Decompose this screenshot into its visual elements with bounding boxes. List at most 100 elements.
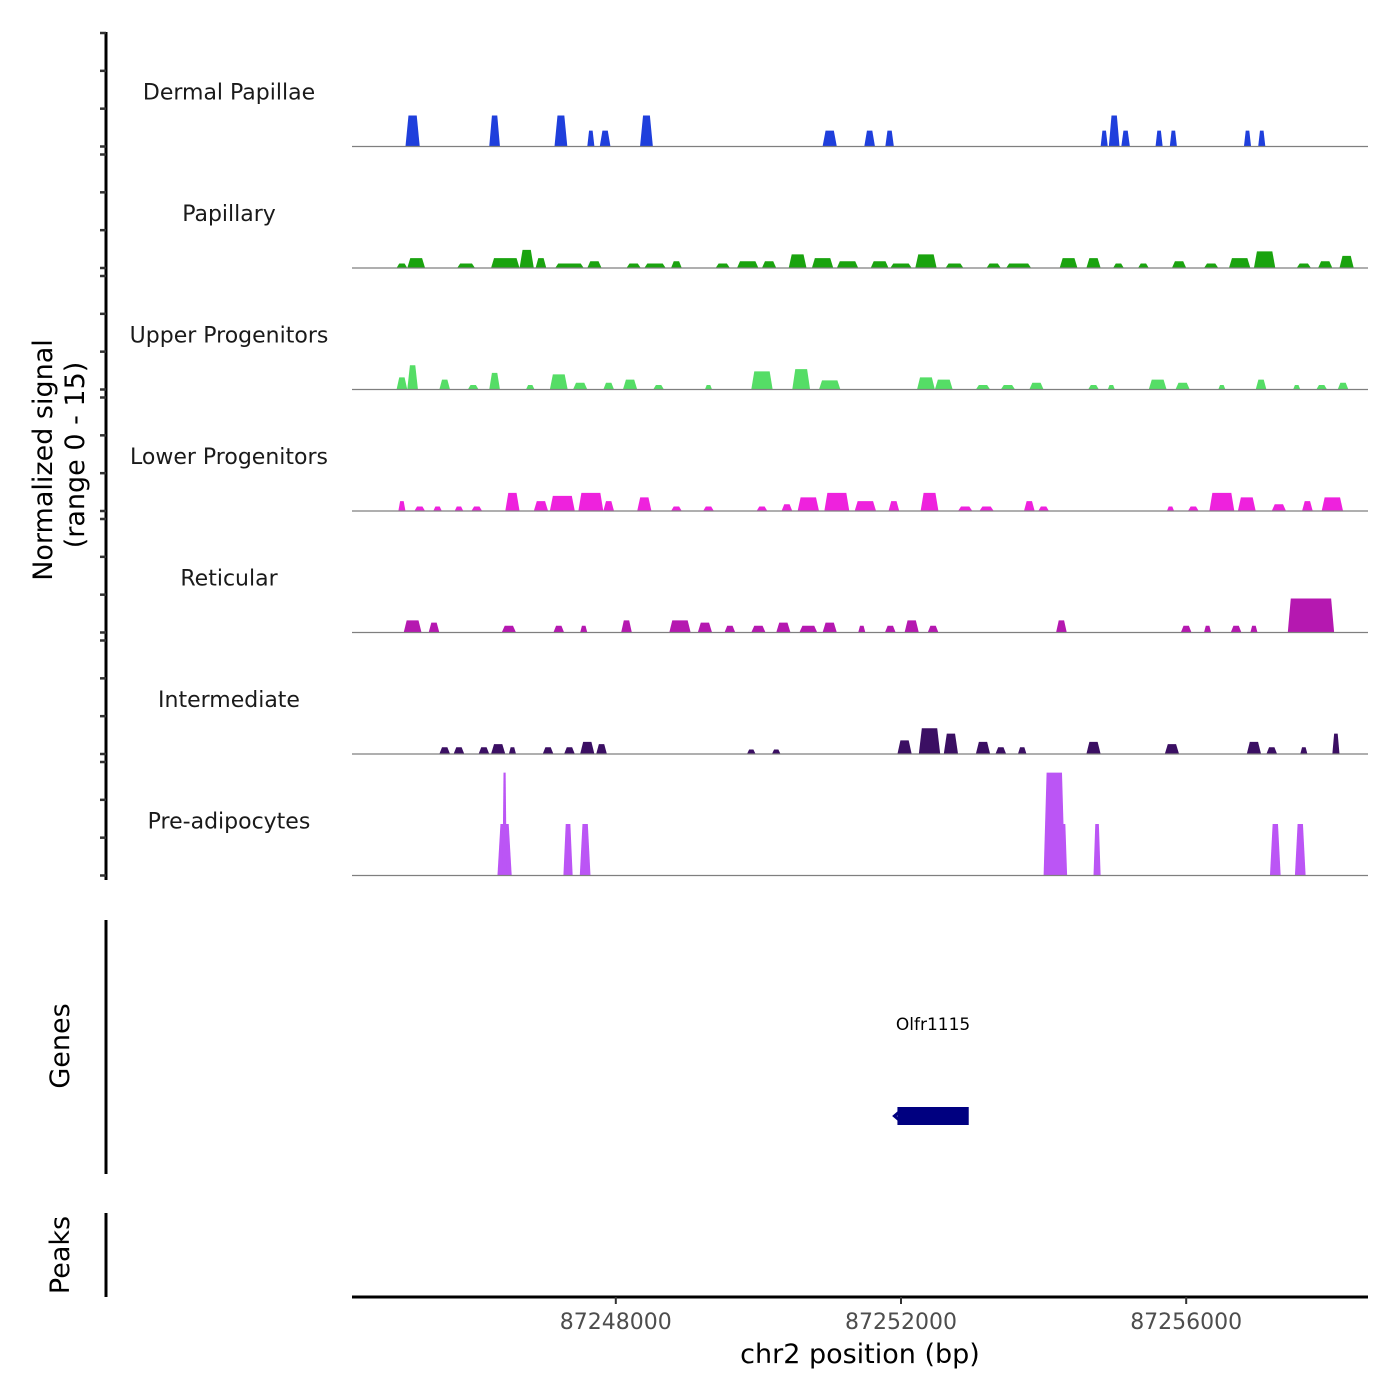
signal-peak (603, 382, 615, 390)
signal-peak (502, 772, 507, 876)
track-label: Upper Progenitors (130, 324, 329, 349)
track-lower-progenitors: Lower Progenitors (130, 445, 1368, 512)
signal-peak (407, 365, 418, 390)
signal-peak (943, 733, 959, 754)
signal-peak (579, 824, 591, 876)
signal-peak (1237, 497, 1256, 511)
signal-peak (1318, 261, 1333, 268)
signal-peak (508, 747, 516, 754)
signal-peak (884, 625, 896, 633)
signal-peak (975, 741, 991, 754)
signal-peak (1187, 506, 1199, 511)
signal-peak (927, 625, 939, 633)
signal-peak (811, 258, 834, 268)
signal-peak (519, 249, 534, 268)
signal-peak (746, 749, 756, 754)
signal-peak (1059, 258, 1078, 268)
signal-peak (1293, 384, 1301, 390)
signal-peak (1228, 258, 1251, 268)
x-axis-title: chr2 position (bp) (740, 1339, 980, 1370)
signal-peak (587, 130, 595, 147)
signal-peak (1316, 384, 1328, 390)
signal-peak (975, 384, 991, 390)
track-dermal-papillae: Dermal Papillae (143, 81, 1368, 148)
signal-peak (578, 492, 604, 511)
signal-peak (1121, 130, 1130, 147)
gene-layer: Olfr1115 (892, 1015, 970, 1125)
signal-peak (890, 263, 912, 268)
signal-peak (622, 379, 638, 390)
signal-peak (407, 258, 426, 268)
signal-peak (870, 261, 889, 268)
signal-peak (1059, 824, 1068, 876)
signal-peak (457, 263, 475, 268)
signal-peak (671, 506, 682, 511)
strand-arrow-icon (892, 1108, 903, 1124)
signal-peak (549, 374, 568, 390)
track-intermediate: Intermediate (158, 688, 1368, 755)
signal-peak (704, 384, 713, 390)
signal-peak (1000, 384, 1016, 390)
signal-peak (697, 622, 713, 633)
signal-peak (797, 497, 820, 511)
signal-peak (1255, 379, 1267, 390)
signal-peak (836, 261, 859, 268)
signal-peak (669, 620, 691, 633)
x-tick-label: 87256000 (1130, 1310, 1242, 1335)
signal-peak (979, 506, 994, 511)
signal-peak (824, 492, 850, 511)
signal-peak (453, 747, 465, 754)
signal-peak (1337, 382, 1349, 390)
signal-peak (637, 497, 652, 511)
signal-peak (533, 501, 549, 511)
signal-peak (934, 379, 953, 390)
signal-peak (1086, 741, 1101, 754)
track-label: Lower Progenitors (130, 445, 328, 470)
x-tick-label: 87248000 (560, 1310, 672, 1335)
signal-peak (1287, 598, 1335, 633)
signal-peak (1043, 772, 1065, 876)
signal-peak (621, 620, 632, 633)
signal-peak (1086, 258, 1101, 268)
signal-peak (1138, 263, 1149, 268)
gene-olfr1115[interactable]: Olfr1115 (892, 1015, 970, 1125)
signal-peak (1017, 747, 1027, 754)
peaks-track-title: Peaks (45, 1216, 76, 1294)
signal-peak (433, 506, 442, 511)
signal-peak (1023, 501, 1035, 511)
signal-peak (915, 254, 937, 268)
signal-peak (904, 620, 919, 633)
signal-peak (1169, 130, 1177, 147)
signal-peak (1258, 130, 1266, 147)
signal-peak (858, 625, 866, 633)
signal-peak (792, 369, 811, 390)
signal-peak (489, 372, 500, 390)
track-label: Reticular (180, 567, 278, 592)
signal-peak (439, 747, 451, 754)
signal-peak (1148, 379, 1167, 390)
x-axis-ticks: 87248000 87252000 87256000 (560, 1297, 1242, 1335)
track-papillary: Papillary (182, 202, 1368, 269)
signal-peak (1266, 747, 1278, 754)
signal-peak (1108, 115, 1120, 147)
signal-peak (599, 130, 611, 147)
signal-peak (542, 747, 554, 754)
signal-peak (1180, 625, 1192, 633)
signal-peak (549, 495, 575, 511)
signal-peak (1209, 492, 1235, 511)
signal-peak (920, 492, 939, 511)
signal-peak (822, 622, 837, 633)
signal-peak (995, 747, 1007, 754)
signal-peak (781, 504, 793, 511)
signal-peak (751, 625, 766, 633)
genes-track-title: Genes (45, 1003, 76, 1088)
x-tick-label: 87252000 (845, 1310, 957, 1335)
track-label: Papillary (182, 202, 276, 227)
gene-label: Olfr1115 (896, 1015, 970, 1035)
signal-peak (564, 747, 575, 754)
signal-peak (737, 261, 759, 268)
signal-peak (471, 506, 483, 511)
signal-peak (489, 115, 500, 147)
signal-peak (626, 263, 641, 268)
